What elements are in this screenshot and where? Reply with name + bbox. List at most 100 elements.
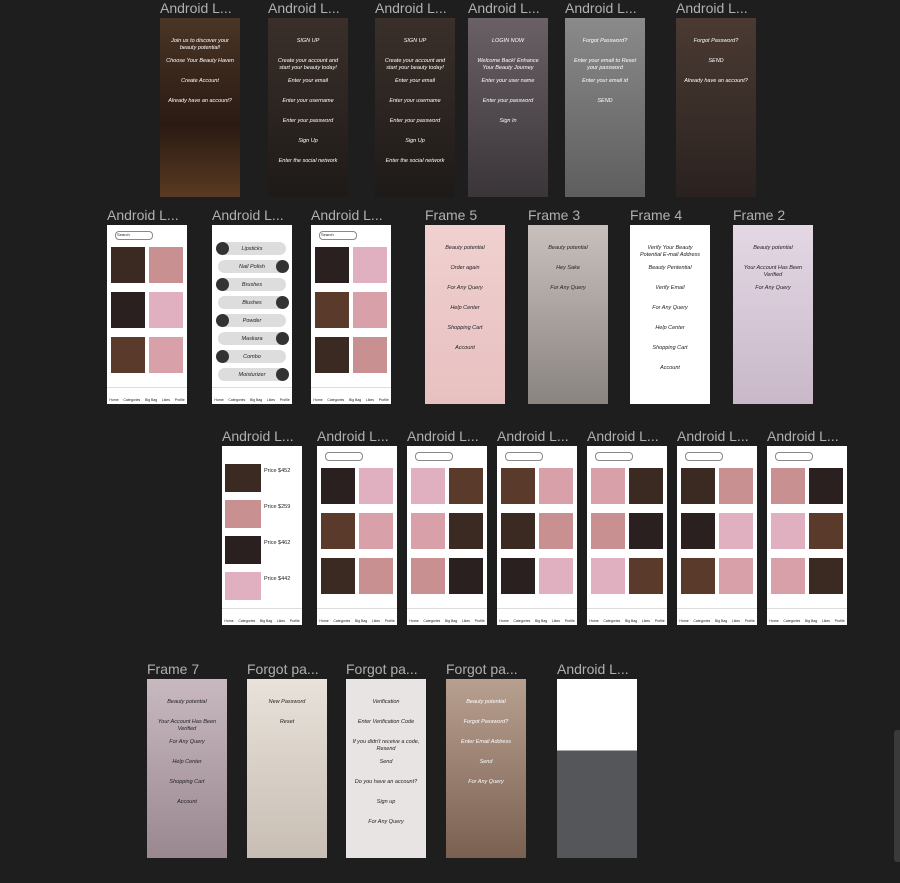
product-image: [359, 558, 393, 594]
screen-text: Send: [479, 759, 493, 765]
frame-screen: New Password Reset: [247, 679, 327, 858]
search-bar: [319, 231, 357, 240]
screen-text: Forgot Password?: [582, 38, 628, 44]
nav-item: Home: [499, 619, 509, 623]
screen-text: Account: [177, 799, 197, 805]
screen-text: Beauty potential: [167, 699, 207, 705]
screen-text: Sign Up: [405, 138, 425, 144]
frame-label: Forgot pa...: [247, 661, 319, 677]
product-image: [225, 464, 261, 492]
frame-label: Android L...: [375, 0, 447, 16]
nav-item: Big Bag: [354, 619, 368, 623]
nav-item: Likes: [161, 398, 171, 402]
screen-text: Sign up: [376, 799, 396, 805]
frame-screen: Home Categories Big Bag Likes Profile: [407, 446, 487, 625]
frame-screen: Search Home Categories Big Bag Likes Profile: [107, 225, 187, 404]
product-image: [719, 468, 753, 504]
frame-screen: Forgot Password? Enter your email to Rese…: [565, 18, 645, 197]
screen-text: For Any Query: [368, 819, 404, 825]
screen-text: Enter your email: [394, 78, 436, 84]
product-image: [681, 558, 715, 594]
product-image: [353, 292, 387, 328]
frame-label: Android L...: [311, 207, 383, 223]
product-image: [353, 337, 387, 373]
bottom-nav: Home Categories Big Bag Likes Profile: [311, 387, 391, 404]
bottom-nav: Home Categories Big Bag Likes Profile: [222, 608, 302, 625]
screen-text: For Any Query: [468, 779, 504, 785]
bottom-nav: Home Categories Big Bag Likes Profile: [317, 608, 397, 625]
screen-text: Enter your password: [389, 118, 441, 124]
screen-text: If you didn't receive a code, Resend: [352, 739, 420, 752]
frame-screen: Join us to discover your beauty potentia…: [160, 18, 240, 197]
product-image: [809, 558, 843, 594]
nav-item: Categories: [423, 619, 441, 623]
category-pill: [218, 296, 286, 309]
screen-text: Enter your email id: [582, 78, 628, 84]
product-image: [321, 558, 355, 594]
product-image: [321, 513, 355, 549]
screen-text: Maskara: [241, 336, 263, 342]
category-icon: [276, 368, 289, 381]
screen-text: Enter the social network: [385, 158, 445, 164]
frame-label: Frame 3: [528, 207, 581, 223]
screen-text: Enter the social network: [278, 158, 338, 164]
frame-screen: SIGN UP Create your account and start you…: [375, 18, 455, 197]
product-image: [111, 292, 145, 328]
screen-text: Price $452: [264, 468, 291, 474]
screen-text: Join us to discover your beauty potentia…: [171, 38, 229, 51]
product-image: [315, 292, 349, 328]
nav-item: Home: [409, 619, 419, 623]
screen-text: New Password: [268, 699, 306, 705]
product-image: [539, 513, 573, 549]
frame-screen: Home Categories Big Bag Likes Profile: [677, 446, 757, 625]
frame-label: Frame 2: [733, 207, 786, 223]
product-image: [501, 558, 535, 594]
screen-text: Forgot Password?: [463, 719, 509, 725]
screen-text: Create your account and start your beaut…: [277, 58, 339, 71]
screen-text: Search: [321, 232, 334, 237]
nav-item: Likes: [551, 619, 561, 623]
frame-screen: Price $452 Price $259 Price $462 Price $442…: [222, 446, 302, 625]
screen-text: Help Center: [655, 325, 685, 331]
product-image: [411, 468, 445, 504]
nav-item: Home: [214, 398, 224, 402]
product-image: [149, 292, 183, 328]
product-image: [359, 513, 393, 549]
scroll-bar: [894, 730, 900, 862]
bottom-nav: Home Categories Big Bag Likes Profile: [107, 387, 187, 404]
frame-label: Android L...: [676, 0, 748, 16]
screen-text: Beauty potential: [753, 245, 793, 251]
nav-item: Likes: [641, 619, 651, 623]
frame-screen: Home Categories Big Bag Likes Profile: [497, 446, 577, 625]
product-image: [315, 337, 349, 373]
frame-screen: Beauty potential Your Account Has Been Ve…: [733, 225, 813, 404]
screen-text: SEND: [597, 98, 613, 104]
screen-text: Enter your password: [282, 118, 334, 124]
screen-text: Forgot your password?: [568, 699, 626, 705]
screen-text: Enter your user name: [481, 78, 535, 84]
nav-item: Profile: [289, 619, 300, 623]
screen-text: Help Center: [450, 305, 480, 311]
screen-text: Lipsticks: [241, 246, 263, 252]
category-icon: [216, 278, 229, 291]
nav-item: Profile: [474, 619, 485, 623]
category-icon: [276, 296, 289, 309]
category-icon: [276, 332, 289, 345]
frame-screen: Home Categories Big Bag Likes Profile: [767, 446, 847, 625]
nav-item: Likes: [276, 619, 286, 623]
frame-label: Android L...: [557, 661, 629, 677]
product-image: [225, 572, 261, 600]
frame-label: Android L...: [565, 0, 637, 16]
screen-text: Moisturizer: [238, 372, 266, 378]
nav-item: Profile: [279, 398, 290, 402]
frame-screen: LOGIN NOW Welcome Back! Enhance Your Beau…: [468, 18, 548, 197]
product-image: [111, 247, 145, 283]
screen-text: Already have an account?: [168, 98, 232, 104]
screen-text: SIGN UP: [296, 38, 320, 44]
screen-text: Enter your username: [282, 98, 334, 104]
product-image: [591, 468, 625, 504]
bottom-nav: Home Categories Big Bag Likes Profile: [212, 387, 292, 404]
product-image: [771, 513, 805, 549]
nav-item: Home: [589, 619, 599, 623]
